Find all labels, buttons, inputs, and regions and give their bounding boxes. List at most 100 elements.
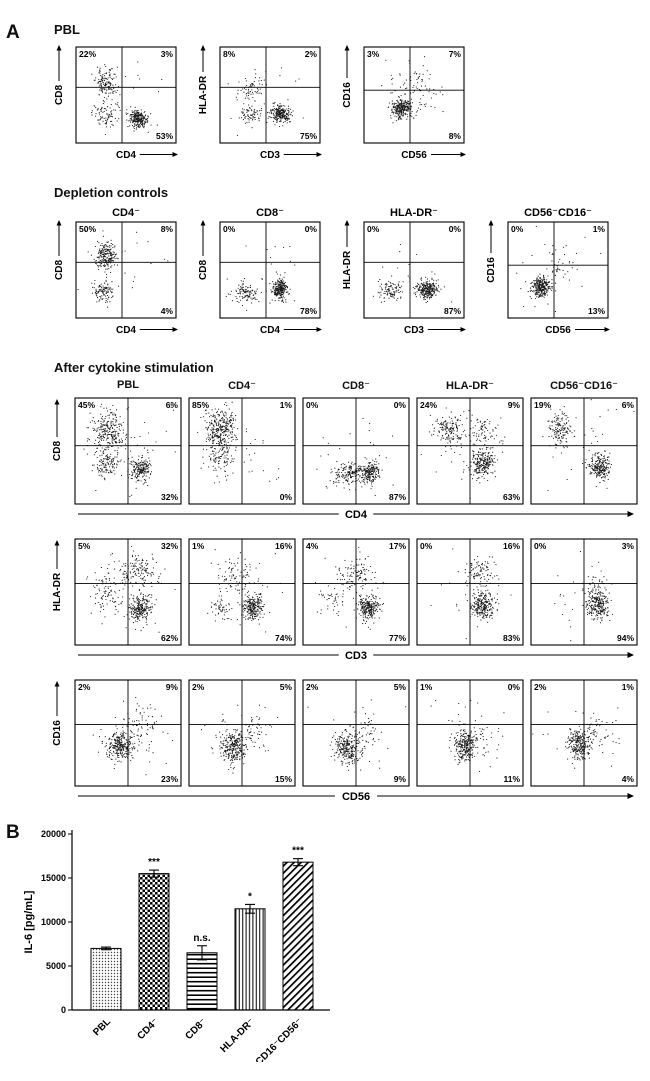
y-tick-label: 5000 bbox=[46, 961, 66, 971]
x-axis-arrowhead bbox=[627, 793, 634, 799]
bar-CD4⁻ bbox=[138, 873, 170, 1011]
pct-top-left: 0% bbox=[420, 541, 433, 551]
significance-label: * bbox=[248, 891, 252, 902]
flow-plot: 2% 5% 9% bbox=[302, 679, 410, 787]
plot-frame bbox=[219, 221, 321, 319]
pct-bottom-right: 32% bbox=[161, 492, 178, 502]
flow-plot: 0% 3% 94% bbox=[530, 538, 638, 646]
section-title-pbl: PBL bbox=[54, 22, 80, 37]
pct-top-left: 45% bbox=[78, 400, 95, 410]
x-axis-label: CD4 bbox=[116, 150, 136, 161]
pct-bottom-right: 0% bbox=[280, 492, 293, 502]
flow-plot: 19% 6% bbox=[530, 397, 638, 505]
x-axis-arrowhead bbox=[316, 152, 322, 157]
y-axis-arrowhead bbox=[54, 399, 60, 405]
x-axis-arrowhead bbox=[460, 152, 466, 157]
stim-row-xaxis: CD3 bbox=[74, 646, 650, 671]
pct-top-right: 0% bbox=[449, 224, 462, 234]
x-axis-arrowhead bbox=[460, 327, 466, 332]
stim-column-title: PBL bbox=[117, 379, 139, 391]
flow-plot: CD56⁻CD16⁻0% 1% 13% CD16 CD56 bbox=[486, 207, 610, 336]
pct-bottom-right: 13% bbox=[588, 306, 605, 316]
scatter-dots bbox=[207, 549, 284, 633]
plot-frame bbox=[363, 221, 465, 319]
section-title-stimulation: After cytokine stimulation bbox=[54, 360, 214, 375]
pct-bottom-right: 4% bbox=[161, 306, 174, 316]
x-axis-arrowhead bbox=[172, 152, 178, 157]
pct-top-left: 0% bbox=[223, 224, 236, 234]
pct-bottom-right: 87% bbox=[444, 306, 461, 316]
scatter-dots bbox=[516, 225, 602, 313]
x-axis-arrowhead bbox=[627, 511, 634, 517]
plot-title: CD8⁻ bbox=[256, 207, 284, 219]
pct-bottom-right: 94% bbox=[617, 633, 634, 643]
pct-top-left: 85% bbox=[192, 400, 209, 410]
pct-bottom-right: 9% bbox=[394, 774, 407, 784]
pct-bottom-right: 53% bbox=[156, 131, 173, 141]
stim-column-title: HLA-DR⁻ bbox=[446, 380, 494, 392]
row-y-axis: CD8 bbox=[52, 399, 63, 461]
y-axis-label: CD8 bbox=[54, 85, 65, 105]
pct-top-right: 1% bbox=[622, 682, 635, 692]
scatter-dots bbox=[316, 417, 394, 497]
row-y-axis: HLA-DR bbox=[52, 540, 63, 611]
scatter-dots bbox=[554, 551, 614, 642]
scatter-dots bbox=[200, 704, 279, 774]
pct-top-left: 2% bbox=[306, 682, 319, 692]
x-category-label: CD8⁻ bbox=[183, 1016, 209, 1042]
panel-a-label: A bbox=[6, 22, 20, 43]
flow-plot: 0% 16% 83% bbox=[416, 538, 524, 646]
scatter-dots bbox=[542, 399, 635, 492]
scatter-dots bbox=[92, 697, 174, 776]
significance-label: *** bbox=[292, 846, 304, 857]
pct-top-left: 2% bbox=[78, 682, 91, 692]
chart-y-axis-label: IL-6 [pg/mL] bbox=[23, 890, 35, 953]
pct-bottom-right: 63% bbox=[503, 492, 520, 502]
pct-top-left: 1% bbox=[192, 541, 205, 551]
stim-row-xaxis: CD56 bbox=[74, 787, 650, 812]
y-axis-arrowhead bbox=[54, 540, 60, 546]
y-axis-arrowhead bbox=[488, 220, 494, 226]
y-axis-arrowhead bbox=[344, 220, 350, 226]
pct-bottom-right: 62% bbox=[161, 633, 178, 643]
bar-HLA-DR⁻ bbox=[234, 908, 266, 1011]
x-category-label: CD4⁻ bbox=[135, 1016, 161, 1042]
x-axis-label: CD4 bbox=[260, 325, 280, 336]
pct-top-right: 1% bbox=[593, 224, 606, 234]
pct-bottom-right: 4% bbox=[622, 774, 635, 784]
scatter-dots bbox=[86, 545, 176, 633]
pct-top-right: 1% bbox=[280, 400, 293, 410]
pbl-plot-row: 22% 3% 53% CD8 CD4 8% 2% 75% HLA-DR CD3 3% 7% 8% CD16… bbox=[46, 41, 650, 171]
y-axis-label: CD16 bbox=[486, 257, 497, 283]
pct-top-right: 6% bbox=[622, 400, 635, 410]
y-axis-arrowhead bbox=[56, 220, 62, 226]
y-axis-label: HLA-DR bbox=[198, 75, 209, 114]
flow-plot: 45% 6% 32% bbox=[74, 397, 182, 505]
scatter-dots bbox=[225, 245, 296, 311]
x-axis-arrowhead bbox=[172, 327, 178, 332]
x-axis-arrowhead bbox=[316, 327, 322, 332]
plot-title: HLA-DR⁻ bbox=[390, 207, 438, 219]
flow-plot: 0% 0% 87% bbox=[302, 397, 410, 505]
plot-frame bbox=[507, 221, 609, 319]
x-axis-label: CD56 bbox=[545, 325, 571, 336]
pct-top-right: 16% bbox=[275, 541, 292, 551]
row-x-axis: CD3 bbox=[78, 650, 634, 662]
plot-title: CD56⁻CD16⁻ bbox=[524, 207, 592, 219]
section-title-depletion: Depletion controls bbox=[54, 185, 169, 200]
scatter-dots bbox=[372, 243, 453, 304]
scatter-dots bbox=[381, 56, 444, 124]
pct-top-right: 3% bbox=[161, 49, 174, 59]
pct-bottom-right: 87% bbox=[389, 492, 406, 502]
pct-bottom-right: 8% bbox=[449, 131, 462, 141]
stim-column-titles: PBL CD4⁻ CD8⁻ HLA-DR⁻ CD56⁻CD16⁻ bbox=[74, 379, 650, 392]
panel-a: A PBL 22% 3% 53% CD8 CD4 8% 2% 75% HLA-DR CD3 3% 7%… bbox=[6, 22, 650, 812]
pct-top-left: 3% bbox=[367, 49, 380, 59]
pct-top-left: 2% bbox=[192, 682, 205, 692]
plot-title: CD4⁻ bbox=[112, 207, 140, 219]
flow-plot: 3% 7% 8% CD16 CD56 bbox=[342, 45, 466, 161]
pct-bottom-right: 77% bbox=[389, 633, 406, 643]
pct-top-right: 5% bbox=[394, 682, 407, 692]
y-axis-arrowhead bbox=[200, 45, 206, 51]
x-category-label: CD16⁻CD56⁻ bbox=[254, 1016, 305, 1062]
